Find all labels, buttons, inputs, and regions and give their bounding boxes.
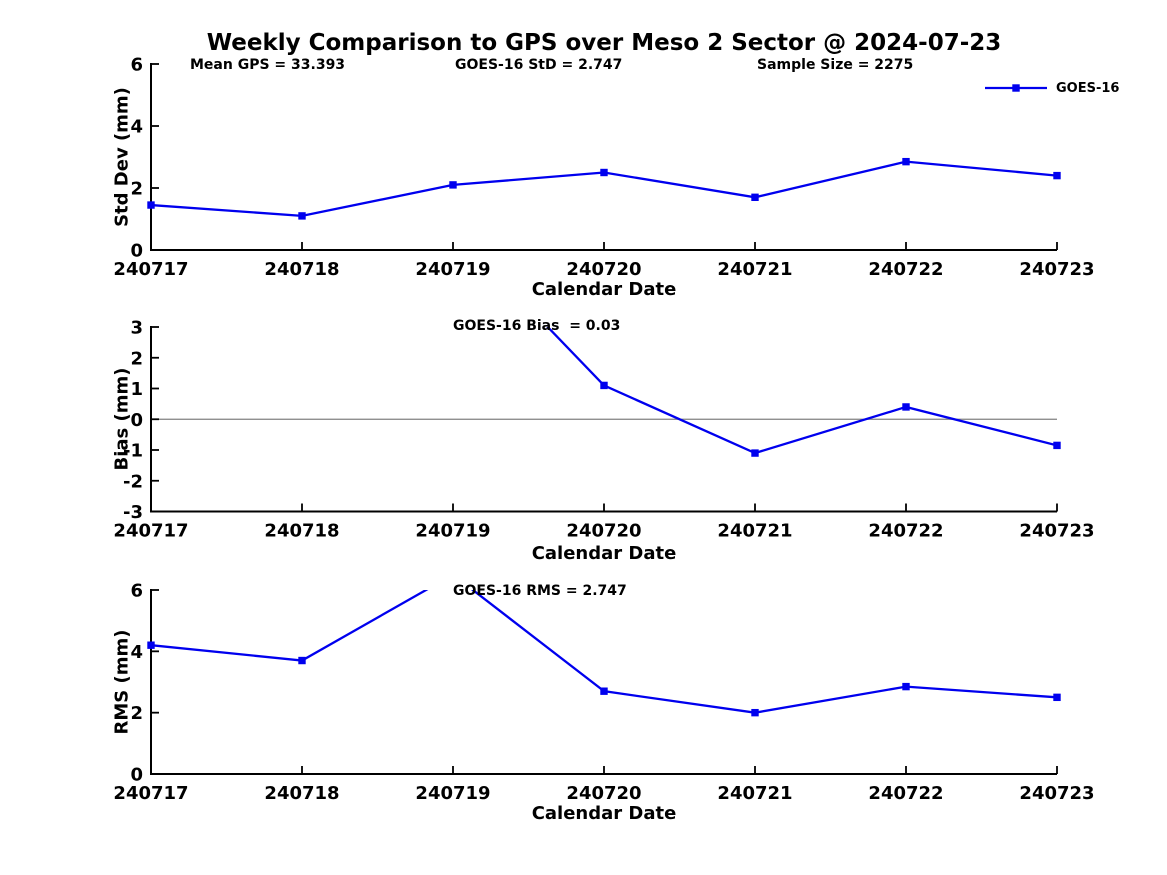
x-tick-label: 240723: [1019, 521, 1094, 542]
legend-line-marker-icon: [985, 84, 1047, 92]
y-axis-label-rms: RMS (mm): [111, 629, 133, 735]
data-point-marker: [902, 157, 910, 166]
y-tick-label: 0: [130, 765, 143, 786]
data-point-marker: [449, 181, 457, 189]
data-point-marker: [902, 682, 910, 691]
x-axis-label-middle: Calendar Date: [531, 543, 677, 564]
legend-label: GOES-16: [1056, 80, 1120, 96]
figure-title: Weekly Comparison to GPS over Meso 2 Sec…: [206, 30, 1002, 56]
x-tick-label: 240721: [717, 783, 792, 804]
data-point-marker: [1053, 441, 1061, 450]
y-tick-label: 2: [130, 179, 143, 200]
data-point-marker: [751, 449, 759, 457]
y-axis-label-std-dev: Std Dev (mm): [111, 87, 133, 227]
x-tick-label: 240720: [566, 259, 641, 280]
x-tick-label: 240721: [717, 521, 792, 542]
chart-rms: 0 2 4 6 240717 240718 240719 240720 240721 240722…: [113, 581, 1094, 805]
x-tick-label: 240717: [113, 259, 188, 280]
x-tick-label: 240718: [264, 259, 339, 280]
x-tick-label: 240723: [1019, 783, 1094, 804]
data-point-marker: [751, 193, 759, 201]
y-tick-label: 3: [130, 318, 143, 339]
y-tick-label: 2: [130, 703, 143, 724]
data-point-marker: [600, 687, 608, 695]
x-tick-label: 240722: [868, 783, 943, 804]
y-tick-label: 6: [130, 55, 143, 76]
x-tick-label: 240721: [717, 259, 792, 280]
chart-bias: -3 -2 -1 0 1 2 3 240717 240718 240719 240720 240721…: [113, 318, 1094, 542]
x-tick-label: 240717: [113, 521, 188, 542]
data-point-marker: [751, 708, 759, 717]
y-tick-label: -1: [123, 441, 143, 462]
chart-std-dev: 0 2 4 6 240717 240718 240719 240720 240721 240722…: [113, 55, 1094, 281]
x-tick-label: 240723: [1019, 259, 1094, 280]
y-tick-label: 4: [130, 642, 143, 663]
x-tick-label: 240719: [415, 259, 490, 280]
y-tick-label: -2: [123, 471, 143, 492]
x-tick-label: 240720: [566, 783, 641, 804]
legend: GOES-16: [984, 80, 1119, 96]
x-tick-label: 240719: [415, 783, 490, 804]
x-axis-label-top: Calendar Date: [531, 279, 677, 300]
y-tick-label: 0: [130, 410, 143, 431]
x-tick-label: 240722: [868, 521, 943, 542]
data-point-marker: [1053, 693, 1061, 702]
x-axis-label-bottom: Calendar Date: [531, 803, 677, 824]
data-point-marker: [1053, 171, 1061, 180]
data-point-marker: [600, 381, 608, 390]
y-tick-label: 1: [130, 379, 143, 400]
y-tick-label: -3: [123, 502, 143, 523]
annotation-mean-gps: Mean GPS = 33.393: [190, 57, 346, 73]
data-point-marker: [298, 656, 306, 665]
x-tick-label: 240722: [868, 259, 943, 280]
annotation-goes16-std: GOES-16 StD = 2.747: [455, 57, 623, 73]
y-tick-label: 4: [130, 117, 143, 138]
y-tick-label: 0: [130, 241, 143, 262]
data-point-marker: [298, 212, 306, 220]
annotation-sample-size: Sample Size = 2275: [757, 57, 914, 73]
x-tick-label: 240720: [566, 521, 641, 542]
data-point-marker: [600, 168, 608, 177]
x-tick-label: 240718: [264, 783, 339, 804]
annotation-goes16-rms: GOES-16 RMS = 2.747: [453, 583, 627, 599]
y-tick-label: 6: [130, 581, 143, 602]
data-point-marker: [902, 403, 910, 411]
annotation-goes16-bias: GOES-16 Bias = 0.03: [453, 318, 621, 334]
x-tick-label: 240718: [264, 521, 339, 542]
y-axis-label-bias: Bias (mm): [111, 367, 133, 471]
data-point-marker: [147, 641, 155, 649]
x-tick-label: 240719: [415, 521, 490, 542]
y-tick-label: 2: [130, 348, 143, 369]
x-tick-label: 240717: [113, 783, 188, 804]
data-point-marker: [147, 201, 155, 209]
